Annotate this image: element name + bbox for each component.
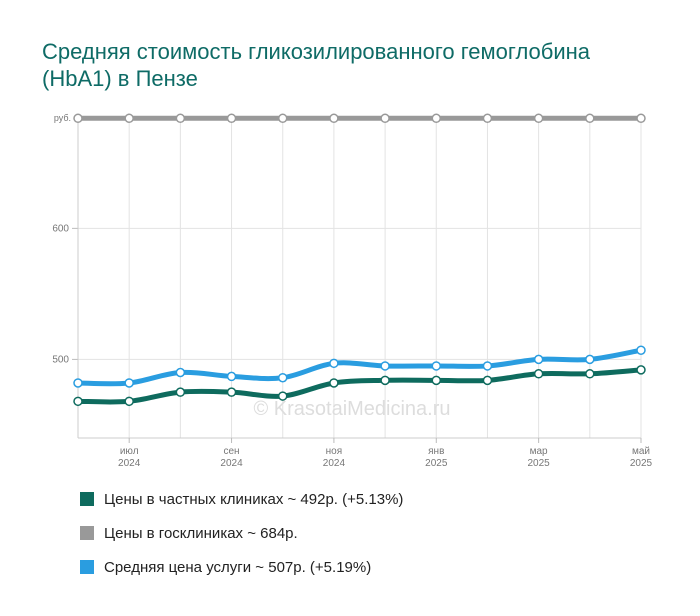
data-point[interactable] xyxy=(533,113,544,124)
legend-swatch xyxy=(80,526,94,540)
data-point[interactable] xyxy=(73,378,83,388)
data-point[interactable] xyxy=(533,354,544,365)
x-tick-label-month: сен xyxy=(223,446,239,457)
data-point[interactable] xyxy=(277,372,288,383)
x-tick-label-year: 2025 xyxy=(425,458,448,469)
x-tick-label-year: 2024 xyxy=(323,458,346,469)
legend: Цены в частных клиниках ~ 492р. (+5.13%)… xyxy=(80,488,403,590)
data-point[interactable] xyxy=(329,378,339,388)
watermark: © KrasotaiMedicina.ru xyxy=(253,398,450,420)
data-point[interactable] xyxy=(226,387,237,397)
data-point[interactable] xyxy=(585,354,595,365)
data-point[interactable] xyxy=(329,113,339,124)
legend-swatch xyxy=(80,492,94,506)
data-point[interactable] xyxy=(124,113,134,124)
legend-item[interactable]: Цены в частных клиниках ~ 492р. (+5.13%) xyxy=(80,488,403,510)
data-point[interactable] xyxy=(636,365,646,375)
data-point[interactable] xyxy=(380,361,390,371)
data-point[interactable] xyxy=(585,113,595,124)
data-point[interactable] xyxy=(380,375,390,386)
legend-label: Средняя цена услуги ~ 507р. (+5.19%) xyxy=(104,558,372,576)
x-tick-label-month: янв xyxy=(428,446,444,457)
x-tick-label-month: июл xyxy=(120,446,139,457)
data-point[interactable] xyxy=(175,113,186,124)
data-point[interactable] xyxy=(380,113,390,124)
data-point[interactable] xyxy=(329,358,339,369)
x-tick-label-month: мар xyxy=(530,446,548,457)
data-point[interactable] xyxy=(636,345,646,355)
data-point[interactable] xyxy=(175,387,186,397)
data-point[interactable] xyxy=(277,113,288,124)
x-tick-label-month: май xyxy=(632,446,650,457)
data-point[interactable] xyxy=(482,375,493,386)
x-tick-label-year: 2024 xyxy=(220,458,243,469)
data-point[interactable] xyxy=(124,378,134,388)
data-point[interactable] xyxy=(636,113,646,124)
data-point[interactable] xyxy=(431,113,442,124)
legend-label: Цены в частных клиниках ~ 492р. (+5.13%) xyxy=(104,490,404,508)
data-point[interactable] xyxy=(124,396,134,407)
data-point[interactable] xyxy=(533,369,544,379)
data-point[interactable] xyxy=(431,375,442,386)
data-point[interactable] xyxy=(277,391,288,401)
data-point[interactable] xyxy=(482,361,493,371)
data-point[interactable] xyxy=(585,369,595,379)
x-tick-label-month: ноя xyxy=(326,446,343,457)
data-point[interactable] xyxy=(73,396,83,407)
y-tick-label: 500 xyxy=(52,354,69,365)
chart-title: Средняя стоимость гликозилированного гем… xyxy=(42,39,591,91)
data-point[interactable] xyxy=(482,113,493,124)
legend-label: Цены в госклиниках ~ 684р. xyxy=(104,524,298,542)
y-tick-label: 600 xyxy=(52,223,69,234)
x-tick-label-year: 2025 xyxy=(528,458,551,469)
data-point[interactable] xyxy=(226,371,237,382)
x-tick-label-year: 2024 xyxy=(118,458,141,469)
line-chart: 500600руб.июл2024сен2024ноя2024янв2025ма… xyxy=(52,113,653,469)
data-point[interactable] xyxy=(73,113,83,124)
legend-item[interactable]: Цены в госклиниках ~ 684р. xyxy=(80,522,403,544)
data-point[interactable] xyxy=(431,361,442,371)
points-layer xyxy=(73,113,646,407)
data-point[interactable] xyxy=(226,113,237,124)
legend-swatch xyxy=(80,560,94,574)
x-tick-label-year: 2025 xyxy=(630,458,653,469)
data-point[interactable] xyxy=(175,367,186,378)
y-axis-label: руб. xyxy=(54,113,71,123)
legend-item[interactable]: Средняя цена услуги ~ 507р. (+5.19%) xyxy=(80,556,403,578)
